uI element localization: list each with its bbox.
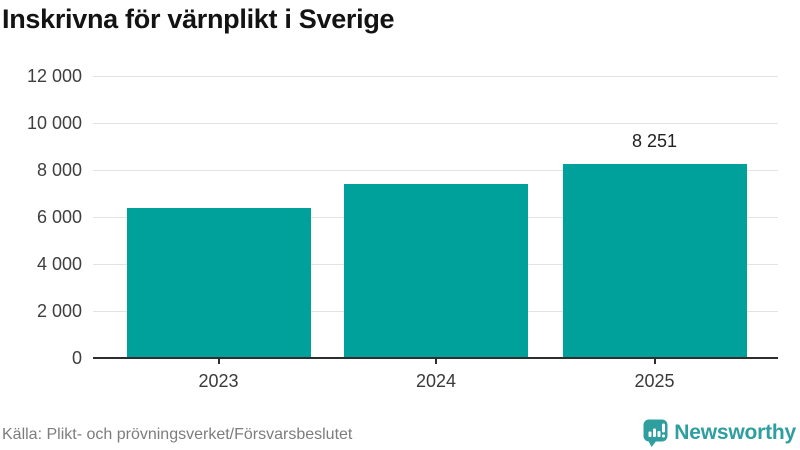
y-axis-tick-label: 6 000 [36,207,82,227]
x-axis-tick-label: 2023 [198,371,239,391]
y-axis-tick-label: 0 [71,348,82,368]
x-axis-tick-label: 2025 [634,371,675,391]
newsworthy-wordmark: Newsworthy [674,421,796,444]
y-axis-tick-label: 12 000 [26,66,82,86]
y-gridline [93,169,778,171]
newsworthy-speech-bubble-bar-chart-icon [643,419,668,447]
newsworthy-logo[interactable]: Newsworthy [643,419,796,447]
y-gridline [93,75,778,77]
x-axis-tick-mark [217,359,220,364]
y-axis-tick-label: 10 000 [26,113,82,133]
y-gridline [93,122,778,124]
x-axis-tick-mark [653,359,656,364]
bar-2025 [562,164,747,357]
x-axis-tick-label: 2024 [415,371,457,391]
y-axis-tick-label: 2 000 [36,301,82,321]
bar-2023 [126,207,311,357]
x-axis-line [93,357,778,359]
source-caption: Källa: Plikt- och prövningsverket/Försva… [2,426,353,443]
x-axis-tick-mark [435,359,437,364]
chart-title: Inskrivna för värnplikt i Sverige [2,4,395,34]
bar-2024 [344,184,528,357]
y-axis-tick-label: 4 000 [36,254,82,274]
bar-value-label: 8 251 [631,131,678,152]
y-axis-tick-label: 8 000 [36,160,82,180]
